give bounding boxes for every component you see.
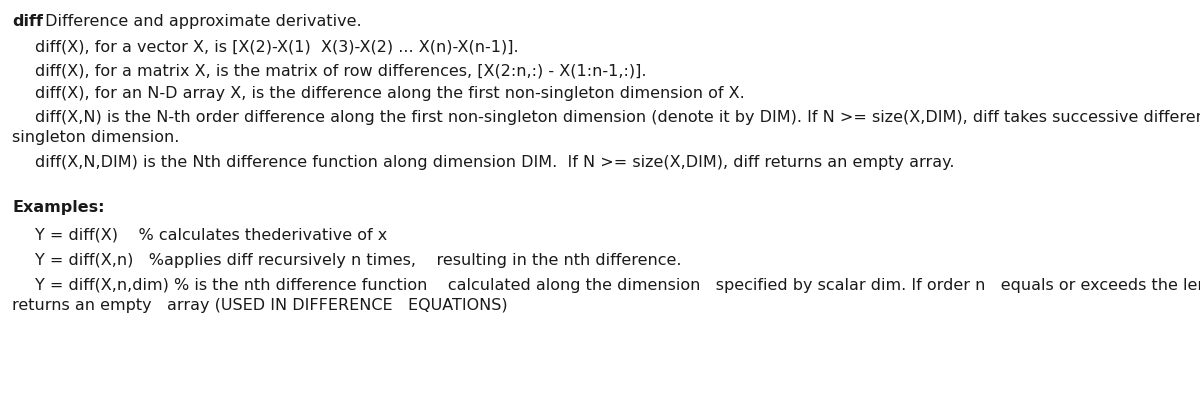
Text: Difference and approximate derivative.: Difference and approximate derivative. xyxy=(40,14,361,29)
Text: diff: diff xyxy=(12,14,43,29)
Text: diff(X), for a matrix X, is the matrix of row differences, [X(2:n,:) - X(1:n-1,:: diff(X), for a matrix X, is the matrix o… xyxy=(35,63,647,78)
Text: diff(X), for an N-D array X, is the difference along the first non-singleton dim: diff(X), for an N-D array X, is the diff… xyxy=(35,86,745,101)
Text: returns an empty   array (USED IN DIFFERENCE   EQUATIONS): returns an empty array (USED IN DIFFEREN… xyxy=(12,298,508,313)
Text: Y = diff(X,n)   %applies diff recursively n times,    resulting in the nth diffe: Y = diff(X,n) %applies diff recursively … xyxy=(35,253,682,268)
Text: Examples:: Examples: xyxy=(12,200,104,215)
Text: Y = diff(X)    % calculates thederivative of x: Y = diff(X) % calculates thederivative o… xyxy=(35,228,388,243)
Text: diff(X), for a vector X, is [X(2)-X(1)  X(3)-X(2) ... X(n)-X(n-1)].: diff(X), for a vector X, is [X(2)-X(1) X… xyxy=(35,40,518,55)
Text: Y = diff(X,n,dim) % is the nth difference function    calculated along the dimen: Y = diff(X,n,dim) % is the nth differenc… xyxy=(35,278,1200,293)
Text: diff(X,N) is the N-th order difference along the first non-singleton dimension (: diff(X,N) is the N-th order difference a… xyxy=(35,110,1200,125)
Text: singleton dimension.: singleton dimension. xyxy=(12,130,179,145)
Text: diff(X,N,DIM) is the Nth difference function along dimension DIM.  If N >= size(: diff(X,N,DIM) is the Nth difference func… xyxy=(35,155,954,170)
